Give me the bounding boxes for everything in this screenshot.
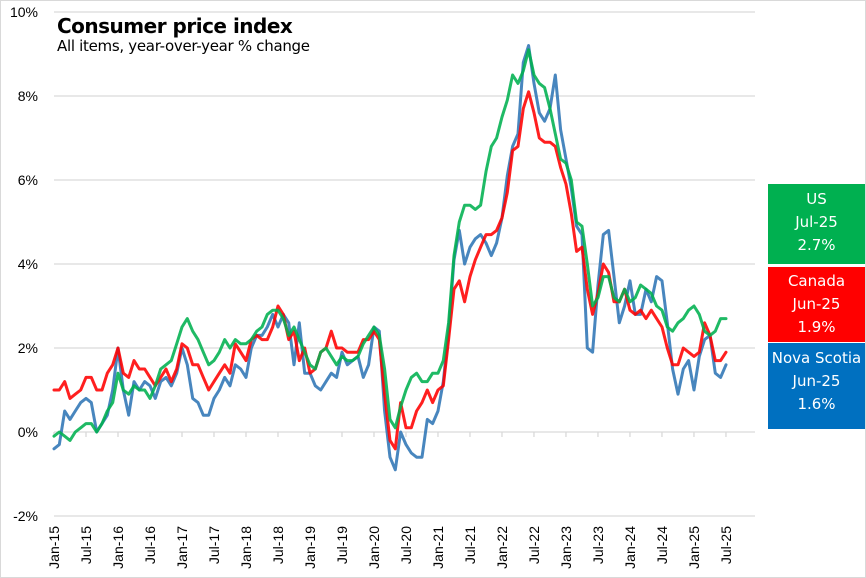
x-tick-label: Jan-17 — [174, 526, 190, 569]
x-tick-label: Jul-19 — [334, 526, 350, 564]
legend-us-value: 2.7% — [797, 236, 836, 254]
legend-us-name: US — [806, 190, 827, 208]
x-tick-label: Jul-18 — [270, 526, 286, 564]
legend-nova-scotia: Nova Scotia Jun-25 1.6% — [768, 343, 865, 429]
x-tick-label: Jan-19 — [302, 526, 318, 569]
chart-subtitle: All items, year-over-year % change — [57, 37, 310, 55]
y-tick-label: 10% — [10, 4, 38, 20]
x-tick-label: Jan-20 — [366, 526, 382, 569]
series-line-canada — [52, 90, 728, 451]
x-tick-label: Jul-24 — [654, 526, 670, 564]
y-tick-label: 6% — [18, 172, 38, 188]
series-line-us — [52, 48, 728, 442]
x-tick-label: Jan-22 — [494, 526, 510, 569]
legend-nova-scotia-value: 1.6% — [797, 395, 836, 413]
x-tick-label: Jul-25 — [718, 526, 734, 564]
series-lines — [52, 44, 728, 472]
x-tick-label: Jan-21 — [430, 526, 446, 569]
x-tick-label: Jul-15 — [78, 526, 94, 564]
y-axis-tick-labels: -2% 0% 2% 4% 6% 8% 10% — [10, 4, 38, 524]
y-tick-label: 8% — [18, 88, 38, 104]
legend-us: US Jul-25 2.7% — [768, 184, 865, 264]
x-tick-label: Jan-15 — [46, 526, 62, 569]
x-tick-label: Jul-16 — [142, 526, 158, 564]
x-tick-label: Jan-25 — [686, 526, 702, 569]
legend-canada-period: Jun-25 — [792, 295, 841, 313]
x-tick-label: Jan-23 — [558, 526, 574, 569]
y-tick-label: 2% — [18, 340, 38, 356]
series-line-nova-scotia — [52, 44, 728, 472]
y-tick-label: -2% — [13, 508, 38, 524]
x-tick-label: Jul-17 — [206, 526, 222, 564]
gridlines — [53, 11, 755, 517]
x-axis-tick-labels: Jan-15 Jul-15 Jan-16 Jul-16 Jan-17 Jul-17 Jan-… — [46, 526, 734, 569]
legend-canada-value: 1.9% — [797, 318, 836, 336]
x-tick-label: Jan-16 — [110, 526, 126, 569]
x-tick-label: Jul-21 — [462, 526, 478, 564]
x-tick-label: Jan-18 — [238, 526, 254, 569]
x-tick-label: Jul-22 — [526, 526, 542, 564]
x-tick-label: Jul-23 — [590, 526, 606, 564]
x-tick-label: Jan-24 — [622, 526, 638, 569]
legend-canada-name: Canada — [787, 272, 846, 290]
y-tick-label: 4% — [18, 256, 38, 272]
legend-canada: Canada Jun-25 1.9% — [768, 267, 865, 342]
legend-us-period: Jul-25 — [795, 213, 838, 231]
y-tick-label: 0% — [18, 424, 38, 440]
chart-title: Consumer price index — [57, 14, 293, 38]
x-tick-label: Jul-20 — [398, 526, 414, 564]
legend-nova-scotia-name: Nova Scotia — [771, 349, 862, 367]
legend-nova-scotia-period: Jun-25 — [792, 372, 841, 390]
